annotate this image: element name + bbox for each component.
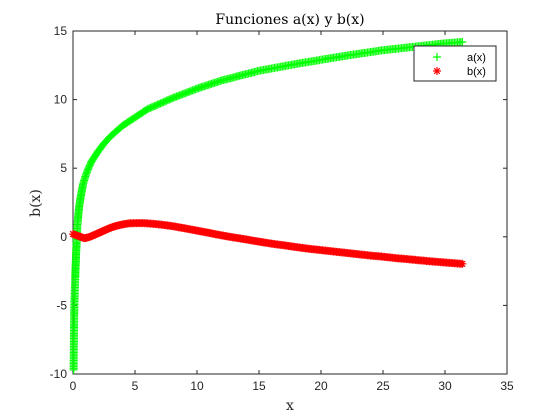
y-axis-label: b(x) [28, 189, 44, 217]
series-bx [69, 219, 467, 268]
legend-marker [433, 53, 441, 61]
axis-ticks: 0 5 10 15 20 25 30 35 -10 -5 0 5 10 15 [50, 24, 514, 393]
x-tick-label: 10 [190, 379, 204, 393]
legend-box [413, 45, 497, 82]
x-tick-label: 30 [438, 379, 452, 393]
y-tick-label: -10 [50, 367, 68, 381]
series-layer [69, 37, 467, 374]
y-tick-label: 10 [54, 93, 68, 107]
data-point [458, 259, 467, 268]
y-tick-label: 5 [60, 161, 67, 175]
plot-area [72, 30, 508, 375]
y-tick-label: -5 [56, 298, 67, 312]
y-tick-label: 15 [54, 24, 68, 38]
chart-title: Funciones a(x) y b(x) [215, 12, 364, 28]
x-tick-label: 25 [376, 379, 390, 393]
x-axis-label: x [286, 398, 294, 414]
legend-label: a(x) [467, 52, 486, 64]
data-point [458, 37, 467, 46]
legend: a(x) b(x) [413, 45, 497, 82]
legend-marker [433, 67, 441, 75]
legend-label: b(x) [467, 66, 486, 78]
x-tick-label: 15 [252, 379, 266, 393]
x-tick-label: 0 [70, 379, 77, 393]
series-ax [69, 37, 467, 374]
x-tick-label: 5 [132, 379, 139, 393]
x-tick-label: 20 [314, 379, 328, 393]
x-tick-label: 35 [500, 379, 514, 393]
y-tick-label: 0 [60, 230, 67, 244]
